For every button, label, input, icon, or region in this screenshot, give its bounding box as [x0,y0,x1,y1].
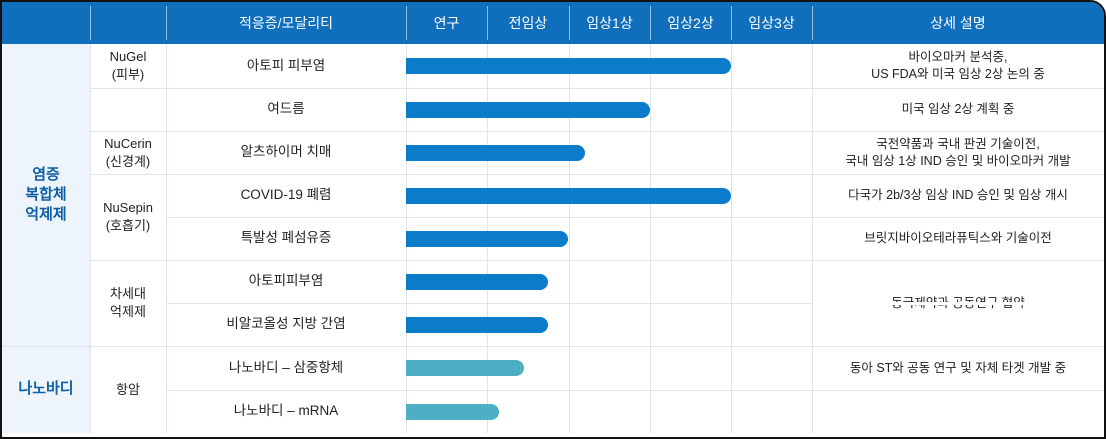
group-column-bg [2,44,90,433]
row-divider [166,217,1104,218]
merged-cell-cover [813,302,1104,305]
progress-bar [406,317,549,333]
row-divider [166,390,1104,391]
detail-description: 다국가 2b/3상 임상 IND 승인 및 임상 개시 [848,188,1068,203]
column-divider [731,44,732,433]
platform-label: NuGel (피부) [109,49,147,82]
group-label-nanobody: 나노바디 [18,380,74,398]
column-divider [90,44,91,433]
progress-bar [406,102,650,118]
group-label-inflammasome: 염증 복합체 억제제 [25,165,67,224]
column-divider [812,44,813,433]
header-divider [406,6,407,40]
header-stage-3: 임상1상 [586,15,633,31]
progress-bar [406,188,731,204]
indication-label: 아토피피부염 [248,273,324,289]
header-stage-5: 임상3상 [748,15,795,31]
platform-divider [90,131,166,132]
row-divider [166,346,1104,347]
header-divider [166,6,167,40]
platform-label: 항암 [116,381,140,397]
platform-label: 차세대 억제제 [110,286,146,319]
header-divider [812,6,813,40]
header-divider [569,6,570,40]
column-divider [166,44,167,433]
header-divider [487,6,488,40]
header-band [2,2,1104,44]
header-stage-1: 연구 [433,15,460,31]
header-divider [731,6,732,40]
indication-label: 여드름 [267,101,305,117]
platform-label: NuSepin (호흡기) [103,200,153,233]
header-stage-4: 임상2상 [667,15,714,31]
indication-label: 아토피 피부염 [246,57,326,73]
platform-divider [90,260,166,261]
row-divider [166,303,1104,304]
platform-label: NuCerin (신경계) [104,135,152,169]
detail-description: 브릿지바이오테라퓨틱스와 기술이전 [864,231,1052,246]
progress-bar [406,58,731,74]
group-divider [2,346,90,347]
header-details: 상세 설명 [930,15,986,31]
platform-divider [90,88,166,89]
indication-label: 특발성 폐섬유증 [240,230,332,246]
row-divider [166,260,1104,261]
row-divider [166,131,1104,132]
header-indication: 적응증/모달리티 [238,15,334,31]
indication-label: 알츠하이머 치매 [240,144,332,160]
indication-label: COVID-19 폐렴 [240,187,332,203]
header-stage-2: 전임상 [508,15,548,31]
indication-label: 나노바디 – 삼중항체 [228,359,344,375]
row-divider [166,174,1104,175]
detail-description: 바이오마커 분석중, US FDA와 미국 임상 2상 논의 중 [871,50,1045,81]
indication-label: 나노바디 – mRNA [233,403,339,419]
header-divider [90,6,91,40]
row-divider [166,88,1104,89]
progress-bar [406,145,585,161]
detail-description: 국전약품과 국내 판권 기술이전, 국내 임상 1상 IND 승인 및 바이오마… [845,136,1071,168]
indication-label: 비알코올성 지방 간염 [226,316,346,332]
progress-bar [406,360,524,376]
detail-description: 미국 임상 2상 계획 중 [901,102,1015,117]
platform-label [90,88,166,131]
platform-divider [90,346,166,347]
platform-divider [90,174,166,175]
column-divider [650,44,651,433]
progress-bar [406,404,500,420]
column-divider [569,44,570,433]
progress-bar [406,274,549,290]
header-divider [650,6,651,40]
detail-description: 동아 ST와 공동 연구 및 자체 타겟 개발 중 [849,360,1067,375]
progress-bar [406,231,569,247]
